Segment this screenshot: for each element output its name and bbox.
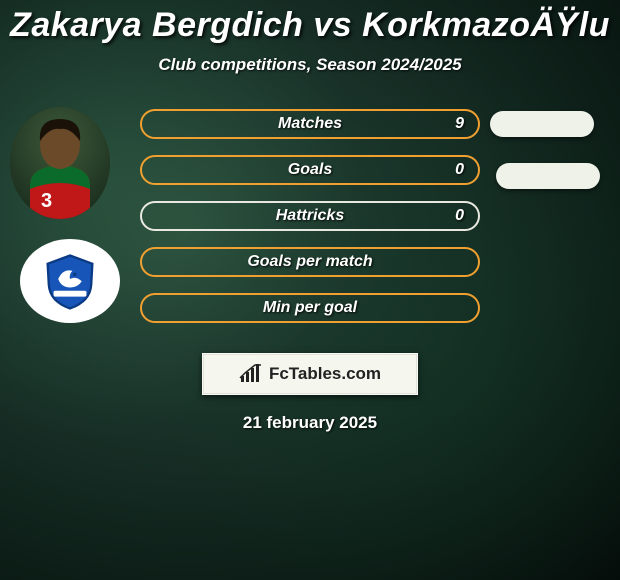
stat-label: Hattricks bbox=[276, 207, 344, 225]
club-badge-svg bbox=[35, 252, 105, 311]
opponent-pill-matches bbox=[490, 111, 594, 137]
subtitle: Club competitions, Season 2024/2025 bbox=[0, 55, 620, 75]
stat-row-goals-per-match: Goals per match bbox=[140, 247, 480, 277]
stat-label: Goals bbox=[288, 161, 332, 179]
source-logo: FcTables.com bbox=[202, 353, 418, 395]
stat-row-hattricks: Hattricks 0 bbox=[140, 201, 480, 231]
svg-text:3: 3 bbox=[41, 190, 52, 212]
stats-area: 3 Matches 9 Goals 0 Hattricks bbox=[0, 107, 620, 347]
chart-icon bbox=[239, 364, 263, 384]
stat-row-matches: Matches 9 bbox=[140, 109, 480, 139]
stat-value: 0 bbox=[455, 161, 464, 179]
stat-row-goals: Goals 0 bbox=[140, 155, 480, 185]
stat-value: 9 bbox=[455, 115, 464, 133]
stat-label: Min per goal bbox=[263, 299, 357, 317]
stat-label: Goals per match bbox=[247, 253, 372, 271]
player-avatar: 3 bbox=[10, 107, 110, 219]
source-logo-text: FcTables.com bbox=[269, 364, 381, 384]
club-badge bbox=[20, 239, 120, 323]
stat-label: Matches bbox=[278, 115, 342, 133]
opponent-pill-goals bbox=[496, 163, 600, 189]
stat-value: 0 bbox=[455, 207, 464, 225]
page-title: Zakarya Bergdich vs KorkmazoÄŸlu bbox=[0, 0, 620, 45]
stat-row-min-per-goal: Min per goal bbox=[140, 293, 480, 323]
comparison-date: 21 february 2025 bbox=[0, 413, 620, 433]
comparison-card: Zakarya Bergdich vs KorkmazoÄŸlu Club co… bbox=[0, 0, 620, 580]
player-avatar-svg: 3 bbox=[10, 107, 110, 219]
stat-rows: Matches 9 Goals 0 Hattricks 0 Goals per … bbox=[140, 109, 480, 339]
